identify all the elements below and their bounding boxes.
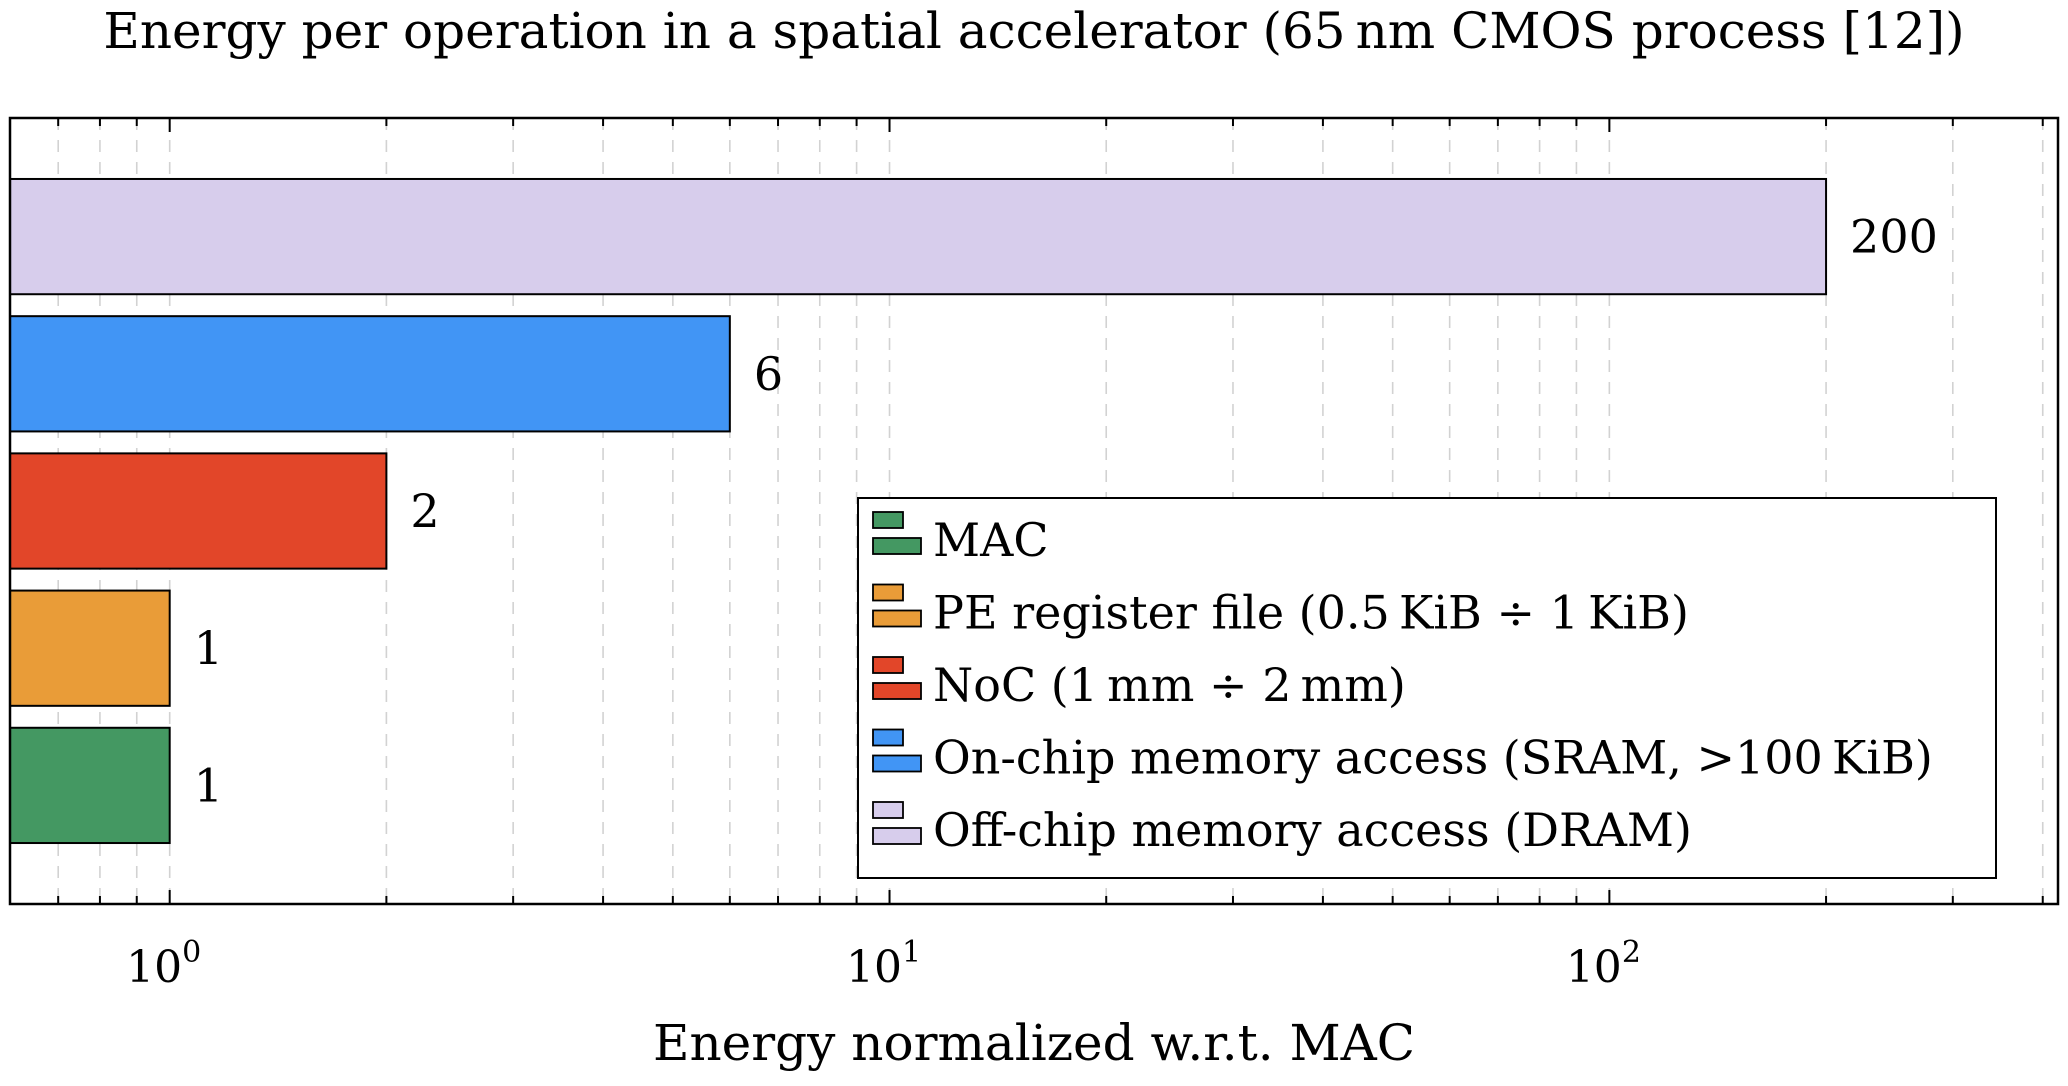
data-label: 6 xyxy=(754,347,783,401)
data-labels: 1 1 2 6 200 xyxy=(194,210,1938,813)
bar xyxy=(9,726,171,845)
legend-item: On-chip memory access (SRAM, >100 KiB) xyxy=(872,728,1933,785)
legend-swatch xyxy=(872,511,904,529)
legend-box xyxy=(857,497,1997,879)
legend: MAC PE register file (0.5 KiB ÷ 1 KiB) NoC… xyxy=(857,497,1997,879)
legend-item: NoC (1 mm ÷ 2 mm) xyxy=(872,656,1406,712)
bar xyxy=(9,315,731,433)
legend-label: MAC xyxy=(933,513,1049,567)
x-tick-label: 102 xyxy=(1566,935,1641,993)
legend-swatch xyxy=(872,583,904,602)
legend-swatch xyxy=(872,656,904,674)
x-axis-label: Energy normalized w.r.t. MAC xyxy=(653,1014,1415,1072)
legend-swatch xyxy=(872,754,922,773)
bar xyxy=(9,452,388,570)
bar xyxy=(9,589,171,707)
legend-swatch xyxy=(872,537,922,555)
legend-label: On-chip memory access (SRAM, >100 KiB) xyxy=(933,731,1933,785)
data-label: 2 xyxy=(410,484,439,538)
bars xyxy=(9,177,1828,845)
legend-item: MAC xyxy=(872,511,1049,567)
legend-swatch xyxy=(872,728,904,747)
data-label: 1 xyxy=(194,758,223,812)
x-tick-label: 100 xyxy=(126,935,201,993)
legend-swatch xyxy=(872,682,922,700)
x-tick-label: 101 xyxy=(846,935,921,993)
bar xyxy=(9,177,1828,296)
data-label: 200 xyxy=(1850,210,1938,264)
plot-frame xyxy=(8,116,2060,906)
legend-swatch xyxy=(872,609,922,628)
legend-label: NoC (1 mm ÷ 2 mm) xyxy=(933,658,1406,712)
legend-swatch xyxy=(872,801,904,819)
legend-label: PE register file (0.5 KiB ÷ 1 KiB) xyxy=(933,586,1689,640)
legend-swatch xyxy=(872,827,922,845)
chart-title: Energy per operation in a spatial accele… xyxy=(103,2,1964,60)
legend-item: Off-chip memory access (DRAM) xyxy=(872,801,1692,857)
legend-label: Off-chip memory access (DRAM) xyxy=(933,803,1692,857)
data-label: 1 xyxy=(194,621,223,675)
legend-item: PE register file (0.5 KiB ÷ 1 KiB) xyxy=(872,583,1689,640)
